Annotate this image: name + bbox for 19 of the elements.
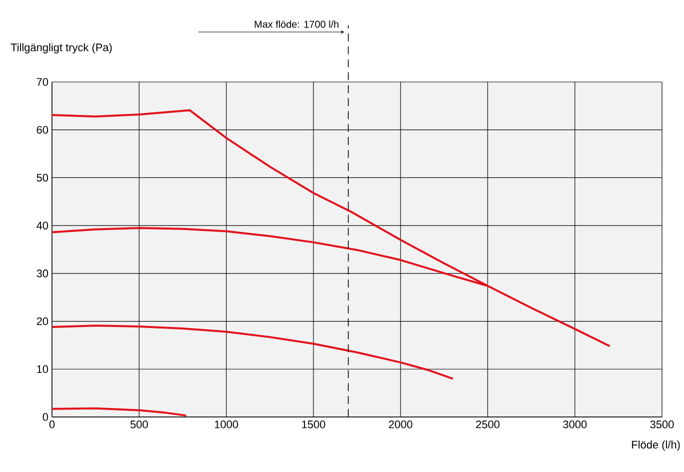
y-axis-title: Tillgängligt tryck (Pa) bbox=[10, 43, 112, 54]
y-tick-label: 10 bbox=[37, 365, 48, 374]
ref-line-label: Max flöde: 1700 l/h bbox=[254, 20, 338, 28]
x-tick-label: 3500 bbox=[650, 420, 674, 428]
x-axis-title: Flöde (l/h) bbox=[632, 440, 680, 451]
x-tick-label: 1000 bbox=[214, 420, 238, 428]
y-tick-label: 40 bbox=[36, 222, 48, 230]
y-tick-label: 0 bbox=[42, 413, 48, 421]
x-tick-label: 2000 bbox=[388, 420, 412, 428]
x-tick-label: 500 bbox=[130, 420, 148, 428]
y-tick-label: 30 bbox=[36, 270, 48, 278]
y-tick-label: 20 bbox=[36, 317, 48, 326]
y-tick-label: 50 bbox=[36, 174, 48, 182]
x-tick-label: 2500 bbox=[476, 420, 500, 428]
x-tick-label: 3000 bbox=[563, 420, 587, 428]
y-tick-label: 60 bbox=[36, 126, 48, 134]
y-tick-label: 70 bbox=[36, 78, 48, 86]
x-tick-label: 0 bbox=[49, 420, 55, 428]
x-tick-label: 1500 bbox=[302, 420, 326, 428]
